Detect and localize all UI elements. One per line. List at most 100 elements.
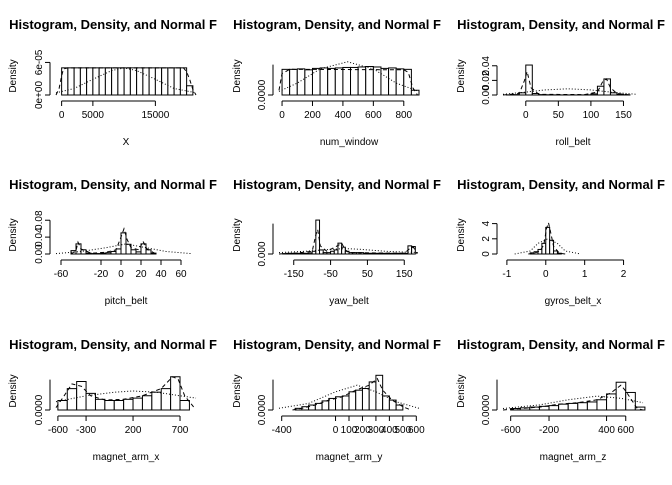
histogram-bar <box>604 79 611 95</box>
x-tick-label: -20 <box>94 269 109 280</box>
histogram-bar <box>587 402 597 410</box>
histogram-bar <box>305 253 309 254</box>
panel-title: Histogram, Density, and Normal F <box>9 17 217 32</box>
x-tick-label: 2 <box>621 269 627 280</box>
histogram-bar <box>118 68 124 95</box>
x-tick-label: 0 <box>279 110 285 121</box>
histogram-bar <box>320 250 324 254</box>
histogram-bar <box>105 68 111 95</box>
x-axis-label: pitch_belt <box>105 296 148 307</box>
histogram-bar <box>550 240 554 254</box>
histogram-bar <box>112 68 118 95</box>
histogram-bar <box>381 68 389 95</box>
histogram-bar <box>320 68 328 95</box>
x-tick-label: 100 <box>583 110 600 121</box>
panel-title: Histogram, Density, and Normal F <box>233 177 441 192</box>
histogram-bar <box>557 253 561 254</box>
histogram-bar <box>336 397 343 410</box>
histogram-bar <box>356 390 363 410</box>
y-axis-label: Density <box>8 218 19 251</box>
histogram-bar <box>335 68 343 95</box>
histogram-bar <box>362 389 369 410</box>
histogram-bar <box>305 70 313 95</box>
histogram-bar <box>526 65 533 95</box>
histogram-bar <box>290 69 298 95</box>
x-tick-label: 400 <box>598 425 615 436</box>
x-tick-label: 15000 <box>141 110 169 121</box>
x-axis-label: roll_belt <box>555 137 590 148</box>
histogram-bar <box>80 68 86 95</box>
histogram-bar <box>95 399 104 410</box>
histogram-bar <box>351 67 359 95</box>
histogram-bar <box>301 253 305 254</box>
x-tick-label: 800 <box>395 110 412 121</box>
x-tick-label: 600 <box>617 425 634 436</box>
y-axis-label: Density <box>8 59 19 92</box>
panel-title: Histogram, Density, and Normal F <box>457 17 665 32</box>
y-tick-label: 0.000 <box>257 241 268 266</box>
histogram-bar <box>549 406 559 410</box>
histogram-bar <box>334 250 338 254</box>
x-tick-label: 20 <box>135 269 147 280</box>
x-tick-label: 200 <box>304 110 321 121</box>
y-tick-label: 0.0000 <box>481 394 492 425</box>
histogram-bar <box>308 253 312 254</box>
y-tick-label: 0.08 <box>34 210 45 230</box>
histogram-bar <box>554 251 558 254</box>
histogram-bar <box>312 251 316 254</box>
histogram-bar <box>369 382 376 410</box>
histogram-bar <box>559 404 569 410</box>
y-tick-label: 6e-05 <box>34 49 45 75</box>
histogram-bar <box>180 401 189 411</box>
panel-title: Histogram, Density, and Normal F <box>9 177 217 192</box>
histogram-bar <box>149 68 155 95</box>
histogram-bar <box>133 398 142 410</box>
histogram-bar <box>383 396 390 410</box>
y-tick-label: 0.0000 <box>34 394 45 425</box>
y-axis-label: Density <box>456 218 467 251</box>
histogram-bar <box>404 69 412 95</box>
x-tick-label: -600 <box>48 425 68 436</box>
histogram-bar <box>93 68 99 95</box>
y-axis-label: Density <box>456 59 467 92</box>
x-tick-label: 200 <box>125 425 142 436</box>
histogram-bar <box>101 253 106 254</box>
histogram-bar <box>364 253 368 254</box>
histogram-bar <box>130 68 136 95</box>
histogram-bar <box>77 382 86 411</box>
x-tick-label: -200 <box>539 425 559 436</box>
histogram-bar <box>617 94 624 95</box>
histogram-bar <box>411 90 419 95</box>
histogram-bar <box>349 392 356 410</box>
histogram-bar <box>105 401 114 411</box>
x-axis-label: X <box>123 137 130 148</box>
histogram-bar <box>367 253 371 254</box>
y-axis-label: Density <box>232 218 243 251</box>
histogram-bar <box>366 67 374 96</box>
histogram-bar <box>124 68 130 95</box>
histogram-bar <box>610 93 617 95</box>
y-tick-label: 0 <box>481 251 492 257</box>
histogram-bar <box>155 68 161 95</box>
histogram-bar <box>131 250 136 254</box>
y-axis-label: Density <box>456 374 467 407</box>
x-tick-label: 50 <box>553 110 565 121</box>
histogram-bar <box>390 253 394 254</box>
histogram-bar <box>568 403 578 410</box>
x-tick-label: 5000 <box>82 110 105 121</box>
x-axis-label: magnet_arm_y <box>316 452 383 463</box>
histogram-bar <box>397 253 401 254</box>
x-tick-label: -60 <box>54 269 69 280</box>
x-tick-label: 0 <box>523 110 529 121</box>
x-tick-label: 0 <box>118 269 124 280</box>
histogram-bar <box>114 401 123 411</box>
histogram-bar <box>106 253 111 254</box>
histogram-bar <box>404 253 408 254</box>
x-tick-label: 400 <box>335 110 352 121</box>
x-axis-label: magnet_arm_z <box>540 452 607 463</box>
x-tick-label: -400 <box>272 425 292 436</box>
x-tick-label: -50 <box>323 269 338 280</box>
y-tick-label: 0e+00 <box>34 81 45 110</box>
histogram-bar <box>111 251 116 254</box>
